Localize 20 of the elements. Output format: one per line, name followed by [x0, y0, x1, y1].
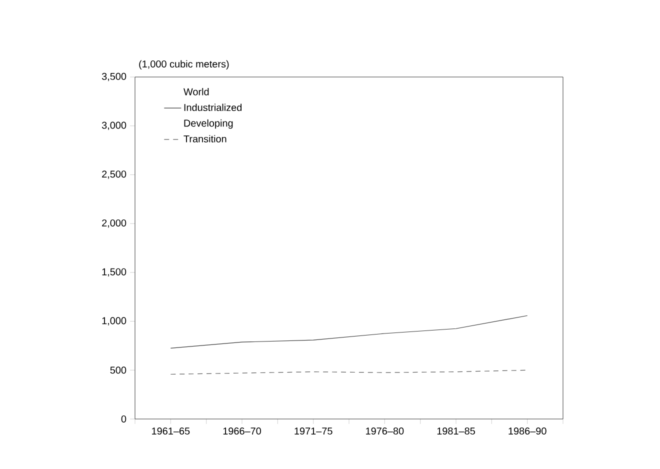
x-tick-label: 1976–80 [366, 428, 404, 435]
x-tick-label: 1981–85 [437, 428, 475, 435]
y-tick-label: 3,500 [102, 72, 126, 82]
x-tick-label: 1966–70 [223, 428, 261, 435]
y-tick-label: 0 [121, 415, 126, 423]
x-tick-label: 1961–65 [152, 428, 190, 435]
legend-label: Transition [184, 135, 226, 142]
text: Developing [184, 119, 233, 129]
text: World [184, 88, 209, 96]
legend-label: Industrialized [184, 104, 242, 112]
y-axis-title: (1,000 cubic meters) [139, 60, 229, 70]
y-tick-label: 500 [110, 366, 126, 374]
y-tick-label: 1,500 [102, 268, 126, 277]
x-tick-label: 1971–75 [294, 428, 332, 435]
y-tick-label: 3,000 [102, 122, 126, 130]
x-tick-label: 1986–90 [508, 428, 546, 435]
y-tick-label: 1,000 [102, 317, 126, 326]
line-series [170, 315, 528, 348]
y-tick-label: 2,000 [102, 219, 126, 228]
y-tick-label: 2,500 [102, 170, 126, 179]
